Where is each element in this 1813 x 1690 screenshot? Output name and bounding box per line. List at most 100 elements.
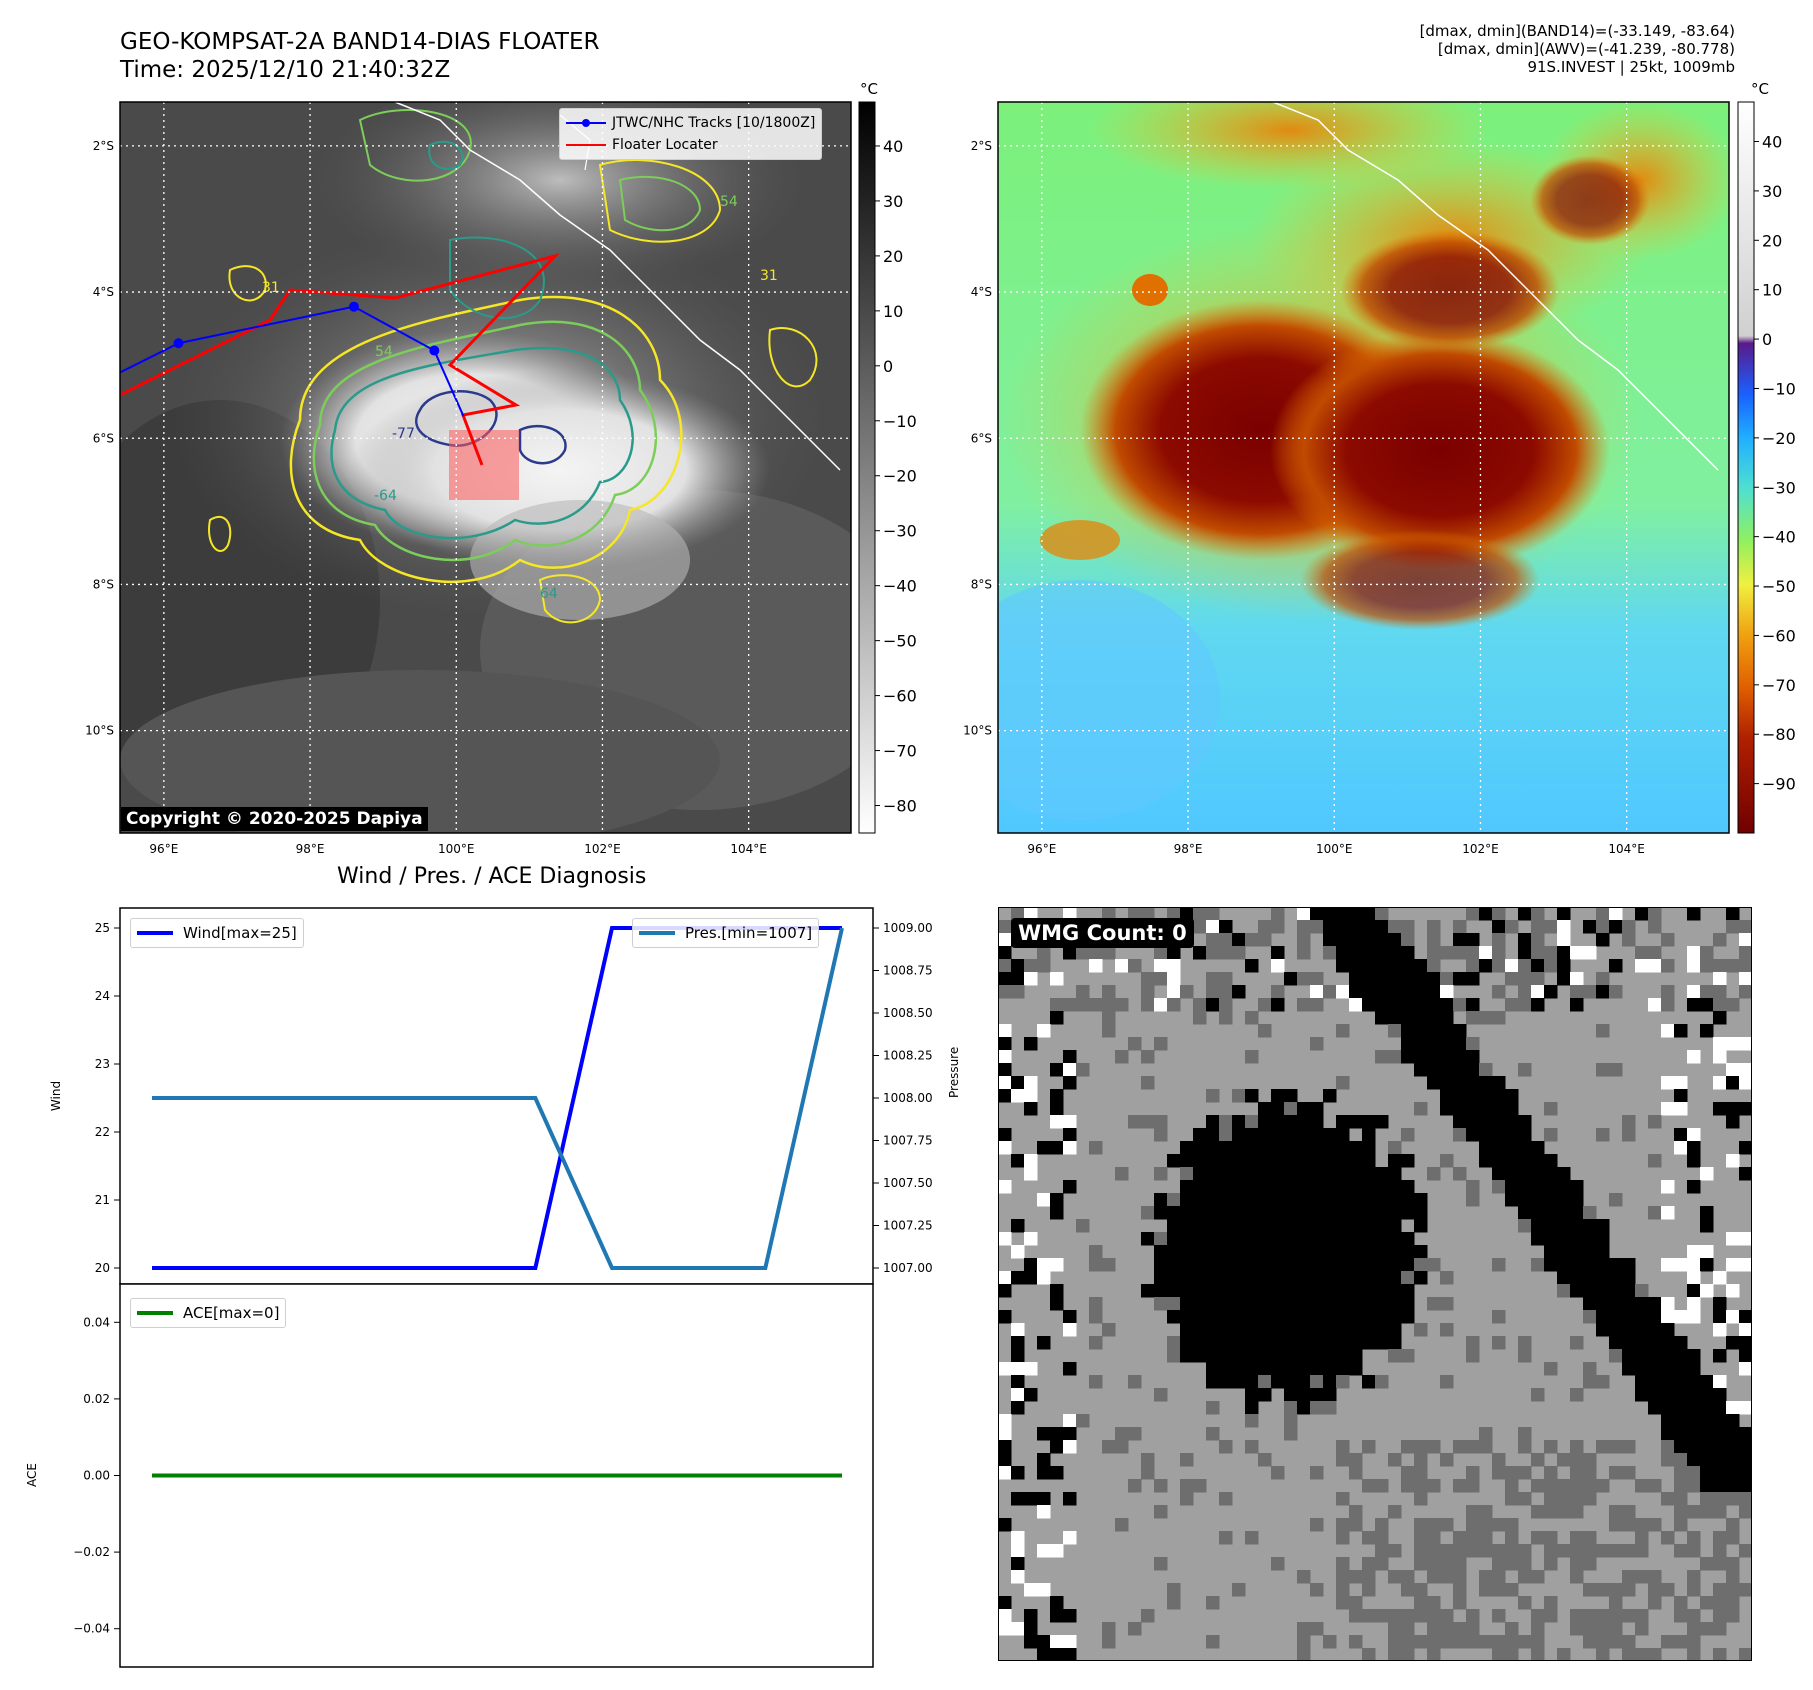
wmg-cell: [1336, 1024, 1350, 1038]
wmg-cell: [1297, 1349, 1311, 1363]
wmg-cell: [1648, 1570, 1662, 1584]
wmg-cell: [1323, 1375, 1337, 1389]
wind-tick-label: 25: [95, 921, 110, 935]
wmg-cell: [1271, 985, 1285, 999]
wmg-cell: [1492, 1180, 1506, 1194]
wmg-cell: [1349, 1635, 1363, 1649]
wmg-cell: [1622, 1570, 1636, 1584]
wmg-cell: [1128, 1115, 1142, 1129]
wmg-cell: [1531, 946, 1545, 960]
wmg-cell: [1193, 1336, 1207, 1350]
wmg-cell: [1141, 1206, 1155, 1220]
wmg-cell: [1232, 1089, 1246, 1103]
wmg-cell: [1466, 972, 1480, 986]
wmg-cell: [1362, 959, 1376, 973]
wmg-cell: [1154, 998, 1168, 1012]
lon-tick-label: 104°E: [1608, 842, 1645, 856]
wmg-cell: [1297, 1102, 1311, 1116]
wmg-cell: [1427, 1531, 1441, 1545]
wmg-cell: [1700, 1466, 1714, 1480]
wmg-cell: [1206, 1141, 1220, 1155]
wmg-cell: [1492, 1609, 1506, 1623]
wmg-cell: [1349, 1193, 1363, 1207]
wmg-cell: [1687, 1622, 1701, 1636]
wmg-cell: [1271, 1271, 1285, 1285]
wmg-cell: [1687, 1466, 1701, 1480]
floater-locater-line: [120, 253, 560, 466]
wmg-cell: [1310, 1037, 1324, 1051]
wmg-cell: [1167, 1206, 1181, 1220]
wmg-cell: [1375, 1336, 1389, 1350]
wmg-cell: [1258, 1375, 1272, 1389]
wmg-cell: [1362, 972, 1376, 986]
wmg-cell: [1401, 1622, 1415, 1636]
wmg-cell: [1232, 1167, 1246, 1181]
wmg-cell: [1362, 1258, 1376, 1272]
wmg-cell: [1401, 946, 1415, 960]
wmg-cell: [1141, 1466, 1155, 1480]
wmg-cell: [1258, 1141, 1272, 1155]
lat-tick-label: 4°S: [93, 285, 114, 299]
wmg-cell: [1245, 1375, 1259, 1389]
wmg-cell: [1310, 1336, 1324, 1350]
wmg-cell: [1427, 1622, 1441, 1636]
wmg-cell: [1089, 1310, 1103, 1324]
wmg-cell: [1557, 1453, 1571, 1467]
wmg-cell: [1518, 985, 1532, 999]
wmg-cell: [1440, 1323, 1454, 1337]
wmg-cell: [1505, 1089, 1519, 1103]
wmg-cell: [1492, 1089, 1506, 1103]
wmg-cell: [1492, 1310, 1506, 1324]
wmg-cell: [1271, 1336, 1285, 1350]
wmg-cell: [1206, 1349, 1220, 1363]
wmg-cell: [1687, 1531, 1701, 1545]
wmg-cell: [1622, 1349, 1636, 1363]
wmg-cell: [1492, 1518, 1506, 1532]
wmg-cell: [1596, 1284, 1610, 1298]
wmg-cell: [1518, 1180, 1532, 1194]
color-colorbar-tick-label: −30: [1762, 478, 1796, 497]
wmg-cell: [1349, 1362, 1363, 1376]
wmg-cell: [1258, 1336, 1272, 1350]
wmg-cell: [1011, 959, 1025, 973]
wmg-cell: [1583, 1622, 1597, 1636]
wmg-cell: [1375, 1284, 1389, 1298]
wmg-cell: [1323, 1271, 1337, 1285]
wmg-cell: [1206, 1089, 1220, 1103]
wmg-cell: [1544, 1492, 1558, 1506]
wmg-cell: [1518, 1154, 1532, 1168]
wmg-cell: [1154, 1258, 1168, 1272]
track-point: [173, 338, 184, 349]
wmg-cell: [1011, 1492, 1025, 1506]
wmg-cell: [1349, 1505, 1363, 1519]
wmg-cell: [1674, 1466, 1688, 1480]
wmg-cell: [1271, 998, 1285, 1012]
wmg-cell: [1336, 1141, 1350, 1155]
wmg-cell: [1141, 985, 1155, 999]
wmg-cell: [1336, 1128, 1350, 1142]
wmg-cell: [1713, 1388, 1727, 1402]
wmg-cell: [1713, 1531, 1727, 1545]
wmg-cell: [1622, 1258, 1636, 1272]
wmg-cell: [1219, 1180, 1233, 1194]
wmg-cell: [1271, 920, 1285, 934]
wmg-cell: [1245, 1089, 1259, 1103]
wmg-cell: [1401, 1648, 1415, 1661]
wmg-cell: [1635, 1362, 1649, 1376]
wmg-cell: [1024, 1635, 1038, 1649]
wmg-cell: [1414, 1635, 1428, 1649]
wmg-cell: [1206, 1180, 1220, 1194]
wmg-cell: [998, 920, 1012, 934]
wmg-cell: [1596, 1128, 1610, 1142]
wmg-cell: [1336, 1492, 1350, 1506]
legend-floater-label: Floater Locater: [612, 137, 718, 153]
wmg-cell: [1245, 1440, 1259, 1454]
wmg-cell: [1063, 1141, 1077, 1155]
wmg-cell: [1193, 1284, 1207, 1298]
wmg-cell: [1648, 920, 1662, 934]
wmg-cell: [1700, 1401, 1714, 1415]
wmg-cell: [1375, 1271, 1389, 1285]
wmg-cell: [1557, 1167, 1571, 1181]
wmg-cell: [1401, 1284, 1415, 1298]
gridlines: [120, 102, 851, 833]
